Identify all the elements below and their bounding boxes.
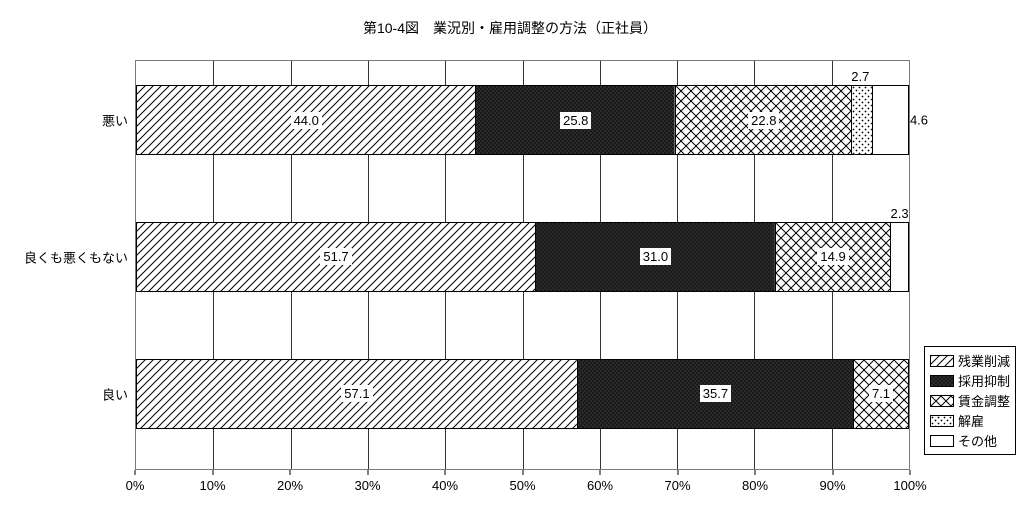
- segment-hiring_curb: 35.7: [578, 359, 854, 429]
- value-label: 14.9: [817, 248, 848, 265]
- segment-other: 2.3: [891, 222, 909, 292]
- x-tick-mark: [755, 470, 756, 475]
- bar-row-bad: 44.0 25.8 22.8 2.74.6: [136, 85, 909, 155]
- segment-other: 4.6: [873, 85, 909, 155]
- x-tick-label: 100%: [893, 478, 926, 493]
- x-tick-label: 80%: [742, 478, 768, 493]
- legend-swatch: [930, 435, 954, 447]
- x-tick-mark: [135, 470, 136, 475]
- value-label: 35.7: [700, 385, 731, 402]
- bar-row-neutral: 51.7 31.0 14.9 2.3: [136, 222, 909, 292]
- value-label: 2.7: [848, 68, 872, 86]
- legend-label: 解雇: [958, 411, 984, 430]
- value-label: 4.6: [908, 112, 931, 129]
- legend-label: その他: [958, 431, 997, 450]
- x-tick-label: 60%: [587, 478, 613, 493]
- segment-overtime_cut: 51.7: [136, 222, 536, 292]
- bar-row-good: 57.1 35.7 7.1: [136, 359, 909, 429]
- segment-hiring_curb: 25.8: [476, 85, 676, 155]
- x-tick-mark: [910, 470, 911, 475]
- x-tick-mark: [367, 470, 368, 475]
- x-axis: 0%10%20%30%40%50%60%70%80%90%100%: [135, 470, 910, 500]
- legend-label: 残業削減: [958, 351, 1010, 370]
- value-label: 22.8: [748, 112, 779, 129]
- legend-swatch: [930, 355, 954, 367]
- segment-wage_adjust: 22.8: [676, 85, 852, 155]
- x-tick-label: 0%: [126, 478, 145, 493]
- x-tick-mark: [522, 470, 523, 475]
- plot-area: 44.0 25.8 22.8 2.74.6 51.7 31.0 14.9 2.3 57.1 35.…: [135, 60, 910, 470]
- x-tick-mark: [445, 470, 446, 475]
- legend-label: 賃金調整: [958, 391, 1010, 410]
- value-label: 51.7: [320, 248, 351, 265]
- x-tick-mark: [212, 470, 213, 475]
- legend-swatch: [930, 415, 954, 427]
- x-tick-mark: [600, 470, 601, 475]
- value-label: 7.1: [869, 385, 893, 402]
- legend-item-overtime_cut: 残業削減: [930, 351, 1010, 370]
- legend-item-dismissal: 解雇: [930, 411, 1010, 430]
- y-axis-label-neutral: 良くも悪くもない: [24, 247, 136, 266]
- x-tick-label: 10%: [199, 478, 225, 493]
- y-axis-label-good: 良い: [102, 384, 136, 403]
- legend-swatch: [930, 395, 954, 407]
- segment-dismissal: 2.7: [852, 85, 873, 155]
- value-label: 31.0: [640, 248, 671, 265]
- value-label: 2.3: [888, 205, 912, 223]
- x-tick-mark: [832, 470, 833, 475]
- legend-item-other: その他: [930, 431, 1010, 450]
- x-tick-label: 70%: [664, 478, 690, 493]
- segment-hiring_curb: 31.0: [536, 222, 776, 292]
- chart-title: 第10-4図 業況別・雇用調整の方法（正社員）: [0, 0, 1020, 48]
- segment-overtime_cut: 57.1: [136, 359, 578, 429]
- legend-item-hiring_curb: 採用抑制: [930, 371, 1010, 390]
- x-tick-label: 20%: [277, 478, 303, 493]
- y-axis-label-bad: 悪い: [102, 111, 136, 130]
- legend: 残業削減採用抑制賃金調整解雇その他: [924, 346, 1016, 455]
- value-label: 57.1: [341, 385, 372, 402]
- value-label: 25.8: [560, 112, 591, 129]
- value-label: 44.0: [291, 112, 322, 129]
- x-tick-label: 30%: [354, 478, 380, 493]
- legend-item-wage_adjust: 賃金調整: [930, 391, 1010, 410]
- x-tick-label: 90%: [819, 478, 845, 493]
- segment-wage_adjust: 14.9: [776, 222, 891, 292]
- legend-swatch: [930, 375, 954, 387]
- x-tick-mark: [290, 470, 291, 475]
- x-tick-label: 50%: [509, 478, 535, 493]
- x-tick-mark: [677, 470, 678, 475]
- segment-overtime_cut: 44.0: [136, 85, 476, 155]
- segment-wage_adjust: 7.1: [854, 359, 909, 429]
- x-tick-label: 40%: [432, 478, 458, 493]
- legend-label: 採用抑制: [958, 371, 1010, 390]
